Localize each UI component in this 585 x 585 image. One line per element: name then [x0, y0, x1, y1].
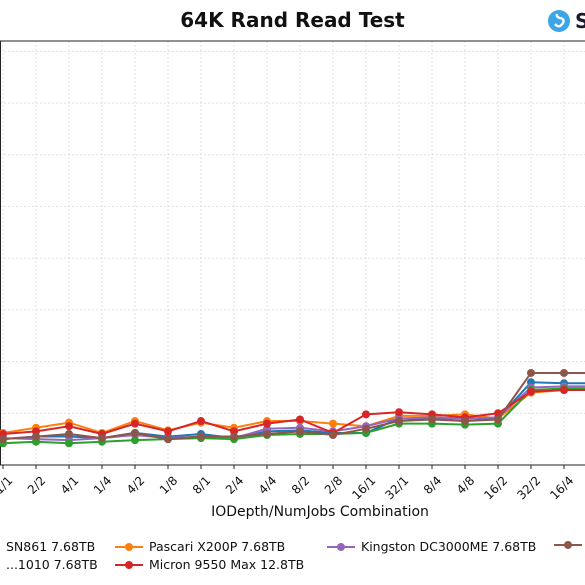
data-point — [131, 436, 139, 445]
legend-label: Micron 9550 Max 12.8TB — [149, 557, 305, 572]
data-point — [461, 417, 469, 426]
data-point — [362, 410, 370, 419]
data-point — [296, 415, 304, 424]
legend-swatch — [115, 560, 143, 569]
x-tick-label: 1/8 — [157, 473, 181, 497]
legend-item — [554, 539, 585, 551]
x-tick-label: 1/1 — [0, 473, 15, 497]
data-point — [560, 368, 568, 377]
data-point — [395, 417, 403, 426]
data-point — [197, 432, 205, 441]
x-tick-label: 16/2 — [481, 473, 510, 502]
data-point — [131, 419, 139, 428]
legend-label: Kingston DC3000ME 7.68TB — [361, 539, 537, 554]
x-tick-label: 2/4 — [223, 473, 247, 497]
plot-axes — [0, 40, 585, 466]
data-point — [65, 422, 73, 431]
data-point — [197, 417, 205, 426]
data-point — [494, 415, 502, 424]
x-tick-label: 2/2 — [25, 473, 49, 497]
x-tick-label: 4/4 — [256, 473, 280, 497]
data-point — [527, 387, 535, 396]
data-point — [0, 435, 7, 444]
data-point — [395, 408, 403, 417]
legend-item: ...1010 7.68TB — [0, 557, 98, 572]
x-tick-labels: 1/1 2/2 4/1 1/4 4/2 1/8 8/1 2/4 4/4 8/2 2/8 16/1 32/… — [0, 465, 576, 502]
data-point — [329, 419, 337, 428]
data-point — [32, 432, 40, 441]
series-5 — [0, 368, 585, 444]
chart-title: 64K Rand Read Test — [180, 8, 405, 32]
legend-item: Pascari X200P 7.68TB — [115, 539, 285, 554]
x-tick-label: 1/4 — [91, 473, 115, 497]
legend-item: SN861 7.68TB — [0, 539, 95, 554]
data-point — [263, 429, 271, 438]
x-tick-label: 2/8 — [322, 473, 346, 497]
data-point — [428, 415, 436, 424]
legend-swatch — [327, 542, 355, 551]
legend-label: ...1010 7.68TB — [6, 557, 98, 572]
x-tick-label: 16/4 — [547, 473, 576, 502]
x-tick-label: 4/2 — [124, 473, 148, 497]
data-point — [263, 419, 271, 428]
x-tick-label: 8/2 — [289, 473, 313, 497]
x-tick-label: 32/2 — [514, 473, 543, 502]
x-tick-label: 8/1 — [190, 473, 214, 497]
legend-label: SN861 7.68TB — [6, 539, 96, 554]
x-axis-label: IODepth/NumJobs Combination — [211, 504, 429, 520]
x-tick-label: 4/1 — [58, 473, 82, 497]
data-point — [362, 424, 370, 433]
legend-label: Pascari X200P 7.68TB — [149, 539, 286, 554]
data-point — [98, 434, 106, 443]
brand-logo: S — [547, 8, 585, 34]
data-point — [65, 439, 73, 448]
data-point — [164, 427, 172, 436]
data-point — [296, 427, 304, 436]
data-point — [65, 429, 73, 438]
x-tick-label: 16/1 — [349, 473, 378, 502]
data-point — [131, 428, 139, 437]
data-point — [329, 431, 337, 440]
series-lines — [0, 368, 585, 448]
series-4 — [0, 386, 585, 438]
data-point — [230, 432, 238, 441]
brand-text: S — [575, 9, 585, 33]
data-point — [164, 435, 172, 444]
legend-item: Kingston DC3000ME 7.68TB — [327, 539, 536, 554]
data-point — [560, 386, 568, 395]
legend-swatch — [115, 542, 143, 551]
storagereview-logo-icon — [548, 10, 570, 32]
x-tick-label: 4/8 — [454, 473, 478, 497]
x-tick-label: 32/1 — [382, 473, 411, 502]
legend-item: Micron 9550 Max 12.8TB — [115, 557, 304, 572]
grid-lines — [0, 41, 585, 466]
x-tick-label: 8/4 — [421, 473, 445, 497]
data-point — [527, 368, 535, 377]
legend-swatch — [554, 541, 582, 549]
